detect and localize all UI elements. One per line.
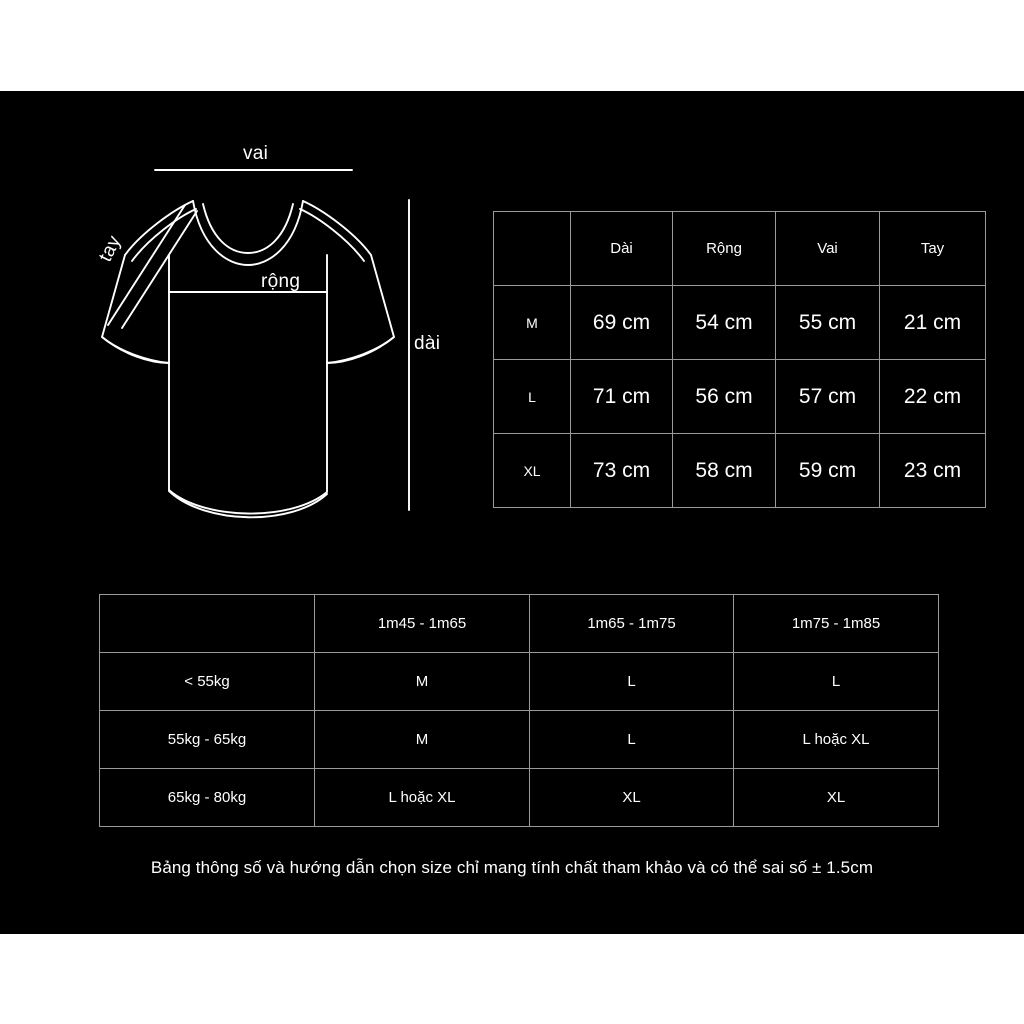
measurement-xl-dai: 73 cm [570,433,673,508]
neckline-outer [192,200,304,266]
left-sleeve-cuff-line [101,336,170,364]
recommendation-r3-c1: L hoặc XL [314,768,530,827]
shirt-body-outline [168,254,328,515]
table-row: < 55kg M L L [99,652,939,711]
tay-measure-line-inner [121,210,198,329]
right-sleeve-outline [326,254,395,364]
measurement-header-tay: Tay [879,211,986,286]
letterbox-band-top [0,0,1024,91]
recommendation-weight-3: 65kg - 80kg [99,768,315,827]
recommendation-r2-c1: M [314,710,530,769]
table-row: XL 73 cm 58 cm 59 cm 23 cm [493,433,986,508]
measurement-l-dai: 71 cm [570,359,673,434]
table-header-row: Dài Rộng Vai Tay [493,211,986,286]
table-row: L 71 cm 56 cm 57 cm 22 cm [493,359,986,434]
recommendation-r3-c2: XL [529,768,734,827]
recommendation-r1-c2: L [529,652,734,711]
measurement-header-dai: Dài [570,211,673,286]
recommendation-r3-c3: XL [733,768,939,827]
shirt-hem-inner-line [168,490,328,519]
measurement-l-rong: 56 cm [672,359,776,434]
letterbox-band-bottom [0,934,1024,1024]
measurement-m-vai: 55 cm [775,285,880,360]
left-shoulder-seam-inner [131,208,197,262]
neckline-inner [202,203,294,254]
tshirt-diagram [75,125,475,555]
table-row: 55kg - 65kg M L L hoặc XL [99,710,939,769]
right-sleeve-cuff-line [326,336,395,364]
tay-measure-line-outer [107,204,186,326]
measurement-m-dai: 69 cm [570,285,673,360]
right-shoulder-seam-outer [302,200,372,256]
table-row: M 69 cm 54 cm 55 cm 21 cm [493,285,986,360]
recommendation-header-height-3: 1m75 - 1m85 [733,594,939,653]
measurement-l-vai: 57 cm [775,359,880,434]
right-shoulder-seam-inner [299,208,365,262]
measurement-xl-tay: 23 cm [879,433,986,508]
measurement-table: Dài Rộng Vai Tay M 69 cm 54 cm 55 cm 21 … [493,211,986,508]
recommendation-weight-2: 55kg - 65kg [99,710,315,769]
recommendation-r2-c3: L hoặc XL [733,710,939,769]
table-row: 65kg - 80kg L hoặc XL XL XL [99,768,939,827]
measurement-xl-rong: 58 cm [672,433,776,508]
measurement-header-blank [493,211,571,286]
measurement-l-tay: 22 cm [879,359,986,434]
diagram-label-vai: vai [243,143,269,164]
disclaimer-note: Bảng thông số và hướng dẫn chọn size chỉ… [150,858,874,877]
recommendation-header-height-2: 1m65 - 1m75 [529,594,734,653]
diagram-label-dai: dài [414,333,441,354]
tshirt-outline-svg [101,169,410,519]
diagram-label-rong: rộng [261,271,301,292]
measurement-size-l: L [493,359,571,434]
size-recommendation-table: 1m45 - 1m65 1m65 - 1m75 1m75 - 1m85 < 55… [99,594,939,827]
measurement-header-rong: Rộng [672,211,776,286]
measurement-m-rong: 54 cm [672,285,776,360]
recommendation-r2-c2: L [529,710,734,769]
recommendation-header-blank [99,594,315,653]
recommendation-weight-1: < 55kg [99,652,315,711]
left-shoulder-seam-outer [124,200,194,256]
table-header-row: 1m45 - 1m65 1m65 - 1m75 1m75 - 1m85 [99,594,939,653]
measurement-size-m: M [493,285,571,360]
recommendation-header-height-1: 1m45 - 1m65 [314,594,530,653]
measurement-m-tay: 21 cm [879,285,986,360]
measurement-xl-vai: 59 cm [775,433,880,508]
recommendation-r1-c1: M [314,652,530,711]
recommendation-r1-c3: L [733,652,939,711]
measurement-header-vai: Vai [775,211,880,286]
measurement-size-xl: XL [493,433,571,508]
